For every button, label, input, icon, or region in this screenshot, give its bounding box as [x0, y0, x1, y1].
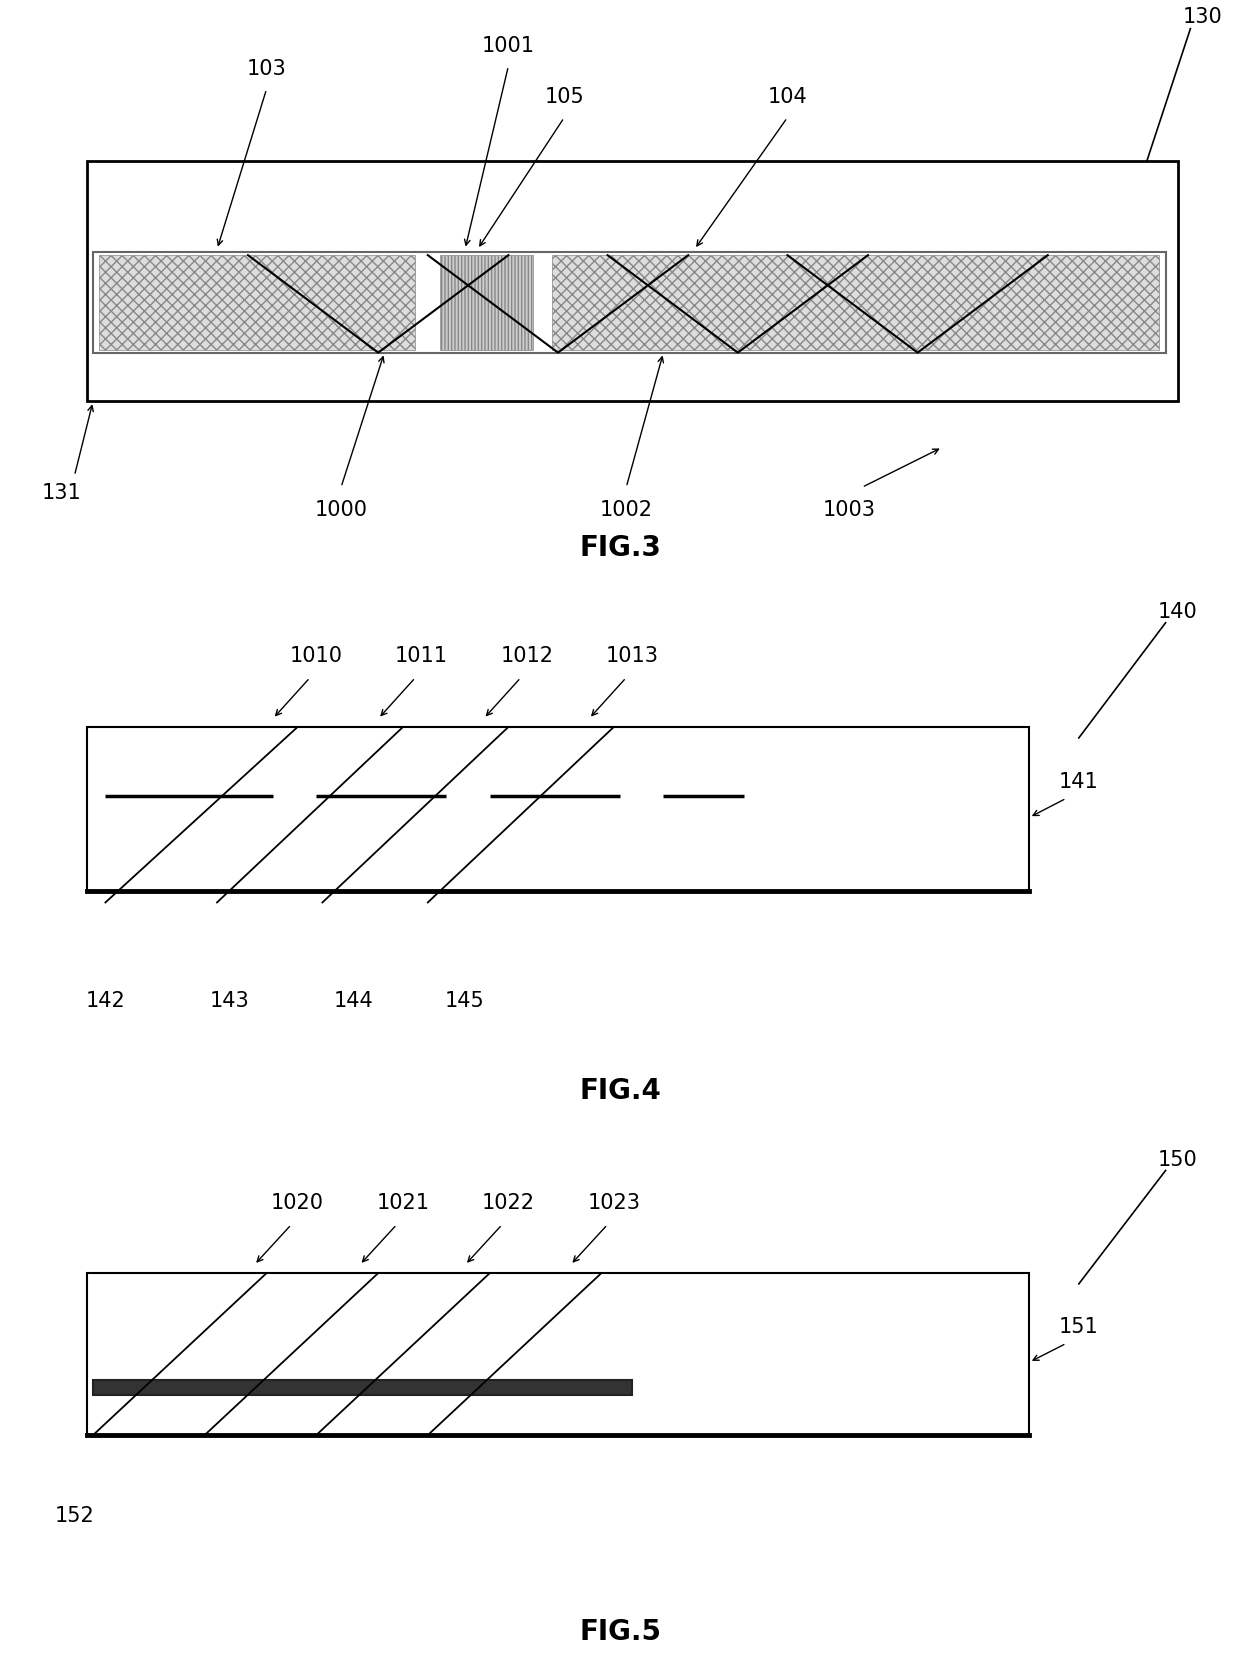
Bar: [87, 726, 1029, 891]
Text: 103: 103: [247, 58, 286, 78]
Text: 141: 141: [1059, 771, 1099, 791]
Text: 143: 143: [210, 991, 249, 1010]
Text: FIG.3: FIG.3: [579, 534, 661, 562]
Text: 1012: 1012: [501, 645, 553, 666]
Bar: [87, 161, 1178, 401]
Text: 1020: 1020: [272, 1193, 324, 1213]
Text: 1000: 1000: [315, 500, 367, 520]
Bar: [99, 256, 415, 349]
Text: 140: 140: [1158, 602, 1198, 622]
Text: 105: 105: [544, 88, 584, 108]
Text: 152: 152: [55, 1506, 94, 1526]
Text: 131: 131: [42, 484, 82, 504]
Bar: [93, 253, 1166, 352]
Text: 151: 151: [1059, 1316, 1099, 1338]
Text: 1013: 1013: [606, 645, 658, 666]
Text: 1001: 1001: [482, 37, 534, 57]
Text: FIG.4: FIG.4: [579, 1077, 661, 1105]
Text: 1002: 1002: [600, 500, 652, 520]
Bar: [87, 1273, 1029, 1436]
Text: 145: 145: [445, 991, 485, 1010]
Text: 1011: 1011: [396, 645, 448, 666]
Text: 1010: 1010: [290, 645, 342, 666]
Text: FIG.5: FIG.5: [579, 1617, 661, 1645]
Bar: [93, 1379, 632, 1394]
Text: 144: 144: [334, 991, 373, 1010]
Bar: [552, 256, 1159, 349]
Text: 1003: 1003: [823, 500, 875, 520]
Text: 1023: 1023: [588, 1193, 640, 1213]
Text: 104: 104: [768, 88, 807, 108]
Text: 130: 130: [1183, 7, 1223, 27]
Text: 150: 150: [1158, 1150, 1198, 1170]
Text: 1021: 1021: [377, 1193, 429, 1213]
Bar: [440, 256, 533, 349]
Text: 142: 142: [86, 991, 125, 1010]
Text: 1022: 1022: [482, 1193, 534, 1213]
